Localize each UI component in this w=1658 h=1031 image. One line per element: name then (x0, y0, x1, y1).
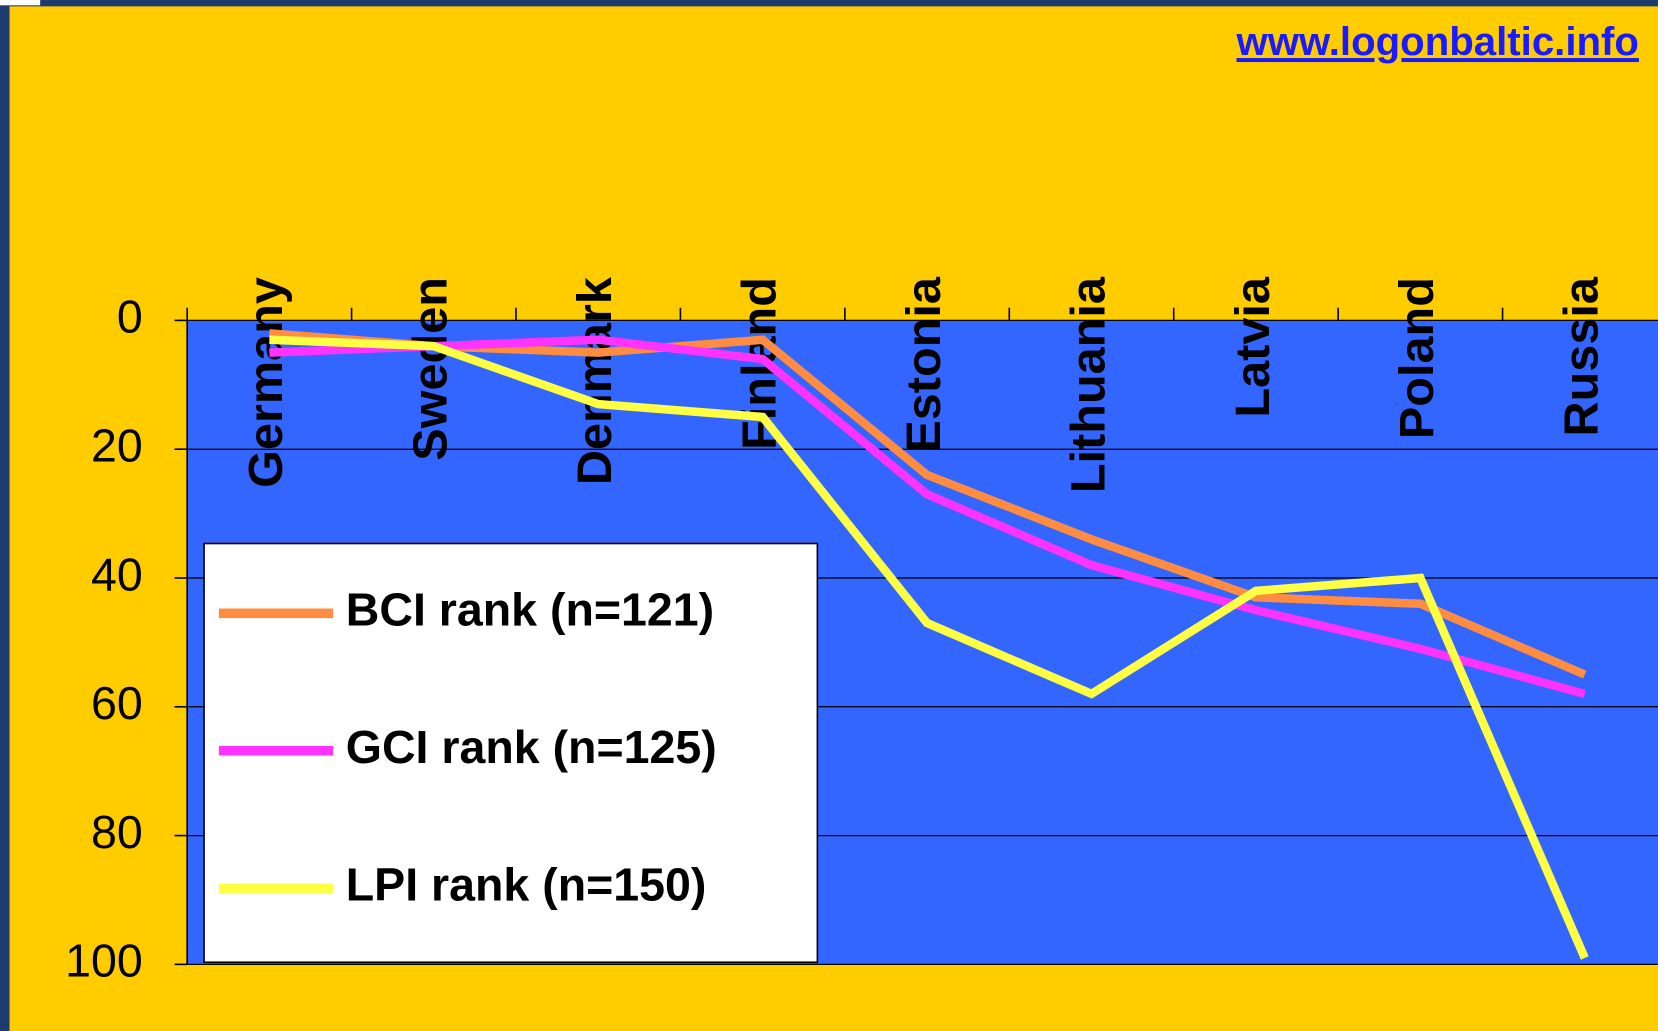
y-tick-label: 0 (117, 291, 143, 343)
y-tick-label: 100 (65, 935, 143, 987)
series-line (269, 335, 1586, 698)
y-tick-label: 60 (91, 677, 143, 729)
x-tick-label: Germany (239, 277, 293, 488)
x-tick-label: Russia (1555, 276, 1609, 436)
legend-label: GCI rank (n=125) (346, 721, 717, 773)
y-tick-label: 20 (91, 419, 143, 471)
y-tick-label: 40 (91, 548, 143, 600)
corner (0, 0, 41, 6)
x-tick-label: Finland (732, 277, 786, 450)
url-link[interactable]: www.logonbaltic.info (1236, 19, 1639, 64)
x-tick-label: Denmark (568, 276, 622, 485)
x-tick-label: Latvia (1226, 276, 1280, 417)
series-line (269, 335, 1589, 960)
x-tick-label: Estonia (897, 276, 951, 453)
series-line (269, 329, 1587, 679)
legend-label: LPI rank (n=150) (346, 859, 707, 911)
legend-label: BCI rank (n=121) (346, 584, 714, 636)
y-tick-label: 80 (91, 806, 143, 858)
x-tick-label: Poland (1390, 277, 1444, 439)
x-tick-label: Sweden (404, 277, 458, 461)
x-tick-label: Lithuania (1061, 276, 1115, 493)
